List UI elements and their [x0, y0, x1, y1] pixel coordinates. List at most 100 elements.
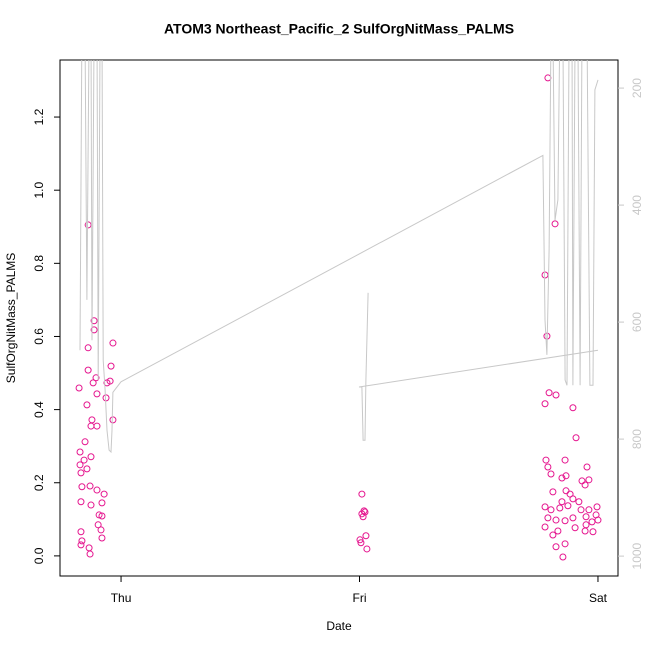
data-point — [581, 527, 589, 535]
data-point — [594, 516, 602, 524]
data-point — [77, 528, 85, 536]
data-point — [562, 472, 570, 480]
plot-frame — [59, 59, 619, 577]
data-point — [593, 503, 601, 511]
y-axis-label: SulfOrgNitMass_PALMS — [4, 253, 18, 383]
data-point — [87, 453, 95, 461]
data-point — [98, 534, 106, 542]
data-point — [552, 516, 560, 524]
y-tick-label: 0.8 — [32, 255, 46, 272]
data-point — [545, 389, 553, 397]
data-point — [78, 537, 86, 545]
data-point — [549, 488, 557, 496]
data-point — [556, 504, 564, 512]
x-tick-label: Fri — [353, 591, 367, 605]
data-point — [569, 495, 577, 503]
data-point — [541, 503, 549, 511]
data-point — [98, 499, 106, 507]
x-axis-label: Date — [326, 619, 352, 633]
data-point — [77, 498, 85, 506]
data-point — [542, 456, 550, 464]
pressure-line — [79, 60, 599, 454]
data-point — [359, 513, 367, 521]
data-point — [94, 521, 102, 529]
data-point — [561, 540, 569, 548]
data-point — [363, 545, 371, 553]
data-point — [93, 390, 101, 398]
data-point — [78, 483, 86, 491]
data-point — [84, 366, 92, 374]
data-point — [569, 404, 577, 412]
data-point — [358, 490, 366, 498]
y2-tick-label: 800 — [630, 429, 644, 449]
y-tick-label: 1.2 — [32, 108, 46, 125]
data-point — [89, 379, 97, 387]
data-point — [577, 506, 585, 514]
data-point — [564, 502, 572, 510]
data-point — [75, 384, 83, 392]
y-tick-label: 1.0 — [32, 182, 46, 199]
data-point — [106, 377, 114, 385]
data-point — [541, 400, 549, 408]
data-point — [92, 374, 100, 382]
data-point — [107, 362, 115, 370]
data-point — [582, 513, 590, 521]
data-point — [552, 391, 560, 399]
data-point — [569, 514, 577, 522]
data-point — [559, 553, 567, 561]
y2-tick-label: 400 — [630, 195, 644, 215]
data-point — [83, 465, 91, 473]
x-tick-label: Thu — [111, 591, 132, 605]
data-point — [581, 481, 589, 489]
data-point — [77, 469, 85, 477]
data-point — [357, 539, 365, 547]
data-point — [80, 456, 88, 464]
data-point — [561, 517, 569, 525]
data-point — [76, 461, 84, 469]
data-point — [90, 317, 98, 325]
data-point — [558, 474, 566, 482]
data-point — [554, 527, 562, 535]
y2-tick-label: 600 — [630, 312, 644, 332]
data-point — [90, 326, 98, 334]
y-tick-label: 0.4 — [32, 401, 46, 418]
data-point — [589, 528, 597, 536]
chart-title: ATOM3 Northeast_Pacific_2 SulfOrgNitMass… — [164, 21, 514, 37]
data-point — [93, 422, 101, 430]
data-point — [86, 482, 94, 490]
data-point — [561, 456, 569, 464]
data-point — [575, 498, 583, 506]
data-point — [109, 339, 117, 347]
data-point — [356, 536, 364, 544]
y2-tick-label: 1000 — [630, 542, 644, 569]
data-point — [97, 526, 105, 534]
data-point — [81, 438, 89, 446]
data-point — [86, 550, 94, 558]
data-point — [585, 476, 593, 484]
y-tick-label: 0.2 — [32, 474, 46, 491]
data-point — [109, 416, 117, 424]
data-point — [551, 220, 559, 228]
data-point — [544, 514, 552, 522]
y-tick-label: 0.0 — [32, 547, 46, 564]
data-point — [362, 532, 370, 540]
data-point — [361, 508, 369, 516]
data-point — [87, 501, 95, 509]
data-point — [84, 344, 92, 352]
data-point — [544, 463, 552, 471]
data-point — [549, 531, 557, 539]
data-point — [98, 512, 106, 520]
data-point — [547, 470, 555, 478]
data-point — [572, 434, 580, 442]
data-point — [583, 463, 591, 471]
y-tick-label: 0.6 — [32, 328, 46, 345]
data-point — [77, 541, 85, 549]
data-point — [541, 523, 549, 531]
plot-area — [75, 60, 602, 561]
data-point — [541, 271, 549, 279]
data-point — [100, 490, 108, 498]
data-point — [585, 506, 593, 514]
y2-tick-label: 200 — [630, 78, 644, 98]
